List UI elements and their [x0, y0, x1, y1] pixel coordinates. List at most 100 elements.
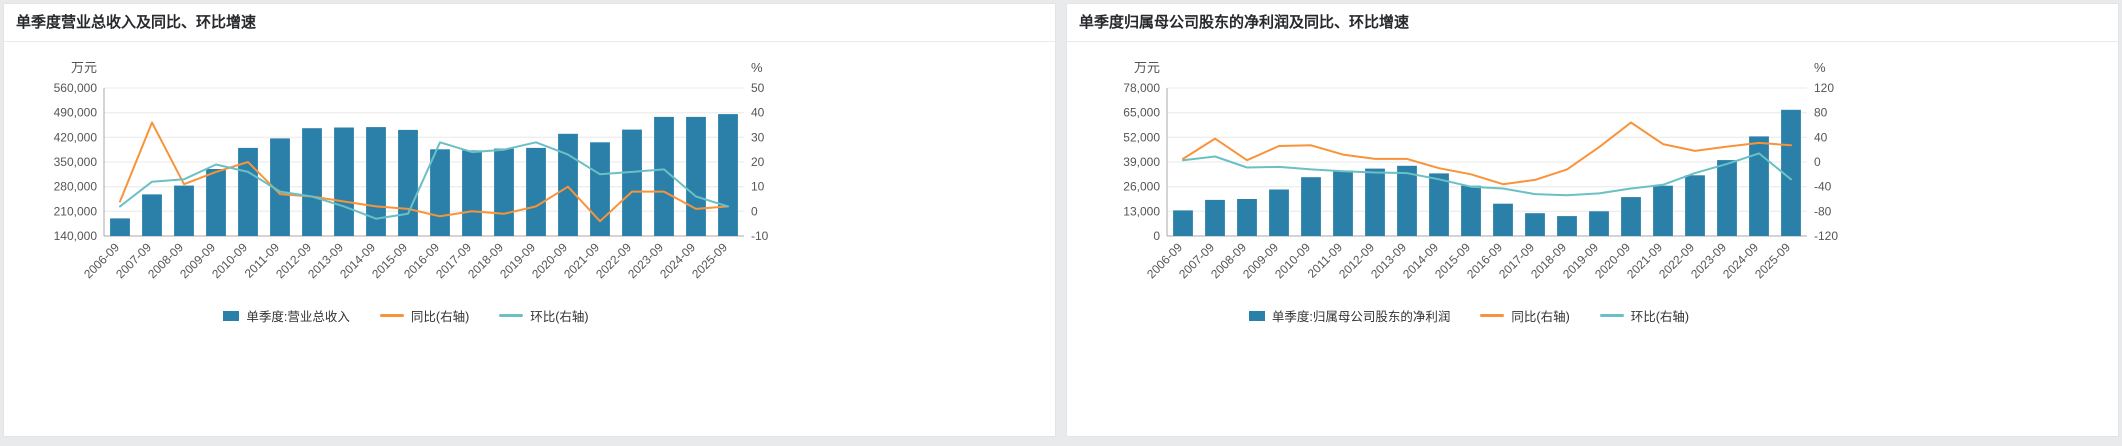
qoq-line-swatch	[1599, 314, 1624, 317]
bar[interactable]	[366, 127, 386, 236]
bar[interactable]	[206, 169, 226, 236]
legend-item-yoy[interactable]: 同比(右轴)	[1480, 306, 1570, 325]
bar[interactable]	[590, 142, 610, 236]
right-tick-label: 120	[1814, 81, 1834, 95]
yoy-line	[1182, 121, 1792, 186]
right-tick-label: 80	[1814, 106, 1828, 120]
bar[interactable]	[1621, 197, 1641, 236]
bar[interactable]	[1749, 136, 1769, 236]
bar[interactable]	[430, 149, 450, 236]
right-tick-label: 0	[1814, 155, 1821, 169]
bar[interactable]	[110, 218, 130, 236]
bar[interactable]	[1301, 177, 1321, 236]
legend-item-qoq[interactable]: 环比(右轴)	[499, 306, 589, 325]
revenue-chart-title: 单季度营业总收入及同比、环比增速	[16, 14, 257, 31]
bar[interactable]	[622, 129, 642, 236]
legend-label: 单季度:归属母公司股东的净利润	[1271, 310, 1451, 324]
left-tick-label: 52,000	[1123, 130, 1160, 144]
x-tick-label: 2025-09	[689, 240, 730, 281]
left-tick-label: 280,000	[54, 180, 98, 194]
bar[interactable]	[462, 150, 482, 236]
bar[interactable]	[398, 129, 418, 236]
bar[interactable]	[494, 148, 514, 236]
net-profit-chart-legend: 单季度:归属母公司股东的净利润 同比(右轴) 环比(右轴)	[1079, 306, 1859, 325]
legend-item-yoy[interactable]: 同比(右轴)	[379, 306, 469, 325]
bar[interactable]	[1365, 168, 1385, 236]
net-profit-chart-title: 单季度归属母公司股东的净利润及同比、环比增速	[1079, 14, 1410, 31]
bar[interactable]	[1237, 199, 1257, 236]
bar[interactable]	[142, 194, 162, 236]
bar[interactable]	[1205, 199, 1225, 236]
bar-series-swatch	[1248, 310, 1265, 321]
right-tick-label: 10	[751, 180, 765, 194]
right-tick-label: 30	[751, 130, 765, 144]
right-tick-label: -40	[1814, 180, 1832, 194]
bar[interactable]	[270, 138, 290, 236]
revenue-panel-header: 单季度营业总收入及同比、环比增速	[4, 4, 1055, 42]
right-tick-label: 50	[751, 81, 765, 95]
bar[interactable]	[1461, 185, 1481, 236]
legend-label: 环比(右轴)	[530, 310, 589, 324]
x-tick-label: 2010-09	[1272, 240, 1313, 281]
bar[interactable]	[1717, 160, 1737, 236]
right-tick-label: -120	[1814, 229, 1838, 243]
qoq-line	[1182, 152, 1792, 197]
left-tick-label: 65,000	[1123, 106, 1160, 120]
legend-item-profit-bar[interactable]: 单季度:归属母公司股东的净利润	[1248, 306, 1451, 325]
left-axis-unit: 万元	[71, 60, 97, 75]
bar[interactable]	[1493, 203, 1513, 236]
left-tick-label: 210,000	[54, 204, 98, 218]
bar[interactable]	[174, 185, 194, 236]
right-axis-unit: %	[1814, 60, 1826, 75]
bar[interactable]	[718, 114, 738, 236]
left-tick-label: 350,000	[54, 155, 98, 169]
bar[interactable]	[1429, 173, 1449, 236]
bar[interactable]	[654, 116, 674, 236]
bar[interactable]	[1397, 165, 1417, 236]
net-profit-chart-svg: 0 13,000 26,000 39,000 52,000 65,000 78,000 -12…	[1123, 60, 1838, 281]
bar-series	[1173, 109, 1801, 237]
net-profit-chart-panel: 单季度归属母公司股东的净利润及同比、环比增速 0 13,000 26,000 39,0…	[1066, 3, 2119, 437]
legend-item-qoq[interactable]: 环比(右轴)	[1599, 306, 1690, 325]
left-tick-label: 13,000	[1123, 204, 1160, 218]
bar[interactable]	[686, 116, 706, 236]
left-tick-label: 0	[1153, 229, 1160, 243]
left-tick-label: 490,000	[54, 106, 98, 120]
bar[interactable]	[1685, 175, 1705, 236]
legend-item-revenue-bar[interactable]: 单季度:营业总收入	[223, 306, 350, 325]
bar[interactable]	[334, 127, 354, 237]
left-tick-label: 560,000	[54, 81, 98, 95]
net-profit-panel-header: 单季度归属母公司股东的净利润及同比、环比增速	[1067, 4, 2118, 42]
bar[interactable]	[1589, 211, 1609, 236]
right-axis-unit: %	[751, 60, 763, 75]
left-tick-label: 420,000	[54, 130, 98, 144]
x-tick-label: 2025-09	[1752, 240, 1793, 281]
bar-series	[110, 114, 738, 236]
left-tick-label: 26,000	[1123, 180, 1160, 194]
qoq-line-swatch	[499, 314, 524, 317]
x-axis-labels: 2006-092007-092008-092009-092010-092011-…	[81, 240, 730, 281]
revenue-chart-legend: 单季度:营业总收入 同比(右轴) 环比(右轴)	[16, 306, 796, 325]
bar[interactable]	[1653, 185, 1673, 236]
bar-series-swatch	[223, 310, 240, 321]
left-tick-label: 78,000	[1123, 81, 1160, 95]
net-profit-chart-area: 0 13,000 26,000 39,000 52,000 65,000 78,000 -12…	[1067, 42, 2118, 325]
legend-label: 环比(右轴)	[1630, 310, 1690, 324]
bar[interactable]	[1333, 170, 1353, 237]
bar[interactable]	[558, 133, 578, 236]
right-tick-label: 0	[751, 204, 758, 218]
right-tick-label: 40	[1814, 130, 1828, 144]
bar[interactable]	[1269, 189, 1289, 237]
left-tick-label: 140,000	[54, 229, 98, 243]
left-axis-unit: 万元	[1134, 60, 1160, 75]
revenue-chart-area: 140,000 210,000 280,000 350,000 420,000 490,0…	[4, 42, 1055, 325]
revenue-chart-svg: 140,000 210,000 280,000 350,000 420,000 490,0…	[54, 60, 769, 281]
bar[interactable]	[302, 128, 322, 236]
bar[interactable]	[1173, 210, 1193, 236]
bar[interactable]	[526, 147, 546, 236]
bar[interactable]	[1525, 213, 1545, 236]
bar[interactable]	[1781, 109, 1801, 236]
right-tick-label: -10	[751, 229, 769, 243]
qoq-line	[119, 141, 729, 220]
bar[interactable]	[1557, 216, 1577, 236]
